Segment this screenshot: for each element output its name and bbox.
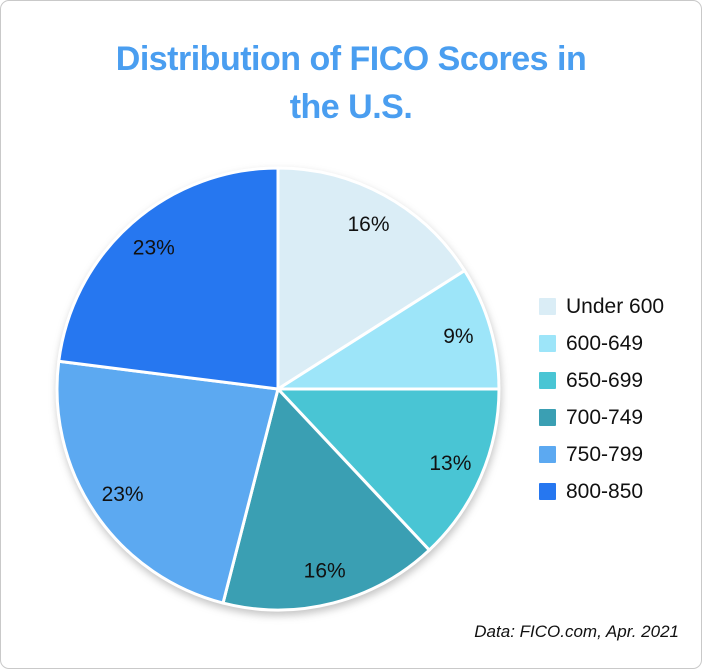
legend-label-800-850: 800-850 (566, 479, 644, 503)
pie-chart: 16% 9% 13% 16% 23% 23% (55, 166, 501, 612)
pie-slice-label-600-649: 9% (443, 325, 473, 348)
legend-item-650-699: 650-699 (539, 368, 664, 392)
pie-slice-800-850 (57, 166, 280, 391)
source-note: Data: FICO.com, Apr. 2021 (474, 622, 679, 641)
pie-slice-label-700-749: 16% (304, 559, 346, 582)
pie-slice-600-649 (276, 269, 501, 391)
legend-swatch-600-649 (539, 335, 556, 352)
legend-label-600-649: 600-649 (566, 331, 644, 355)
legend-label-under-600: Under 600 (566, 294, 665, 318)
pie-slice-label-650-699: 13% (429, 452, 471, 475)
chart-title-line-1: Distribution of FICO Scores in (115, 40, 587, 78)
legend-label-750-799: 750-799 (566, 442, 644, 466)
chart-title: Distribution of FICO Scores in the U.S. (1, 35, 701, 131)
legend-item-700-749: 700-749 (539, 405, 664, 429)
legend-item-under-600: Under 600 (539, 294, 665, 318)
legend-item-800-850: 800-850 (539, 479, 664, 503)
legend-swatch-800-850 (539, 483, 556, 500)
legend-item-750-799: 750-799 (539, 442, 664, 466)
pie-slice-label-800-850: 23% (133, 237, 175, 260)
pie-slice-label-under-600: 16% (347, 213, 389, 236)
legend: Under 600 600-649 650-699 700-749 750-799 800… (539, 294, 665, 503)
legend-swatch-under-600 (539, 298, 556, 315)
pie-chart-area: 16% 9% 13% 16% 23% 23% (54, 165, 502, 613)
legend-swatch-700-749 (539, 409, 556, 426)
legend-swatch-750-799 (539, 446, 556, 463)
legend-label-650-699: 650-699 (566, 368, 644, 392)
pie-slice-label-750-799: 23% (102, 483, 144, 506)
chart-title-line-2: the U.S. (289, 88, 413, 126)
pie-slice-750-799 (55, 359, 280, 605)
legend-swatch-650-699 (539, 372, 556, 389)
pie-slice-under-600 (276, 166, 467, 391)
pie-slice-700-749 (221, 387, 431, 612)
legend-label-700-749: 700-749 (566, 405, 644, 429)
legend-item-600-649: 600-649 (539, 331, 664, 355)
pie-slice-650-699 (276, 387, 501, 552)
